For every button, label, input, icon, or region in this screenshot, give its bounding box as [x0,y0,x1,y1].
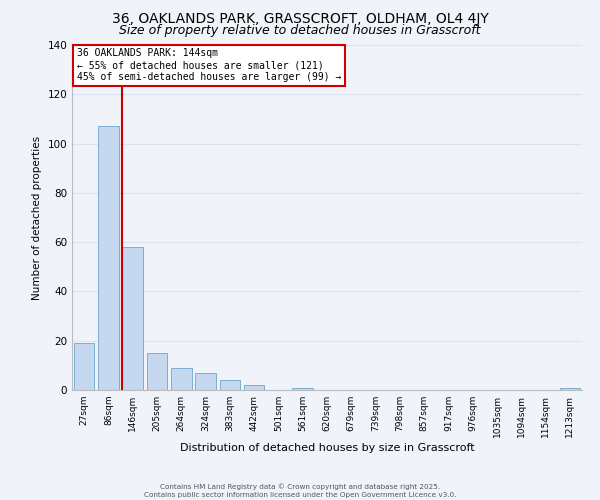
Text: Contains HM Land Registry data © Crown copyright and database right 2025.
Contai: Contains HM Land Registry data © Crown c… [144,484,456,498]
Y-axis label: Number of detached properties: Number of detached properties [32,136,42,300]
Bar [292,388,313,390]
X-axis label: Distribution of detached houses by size in Grasscroft: Distribution of detached houses by size … [179,442,475,452]
Text: 36 OAKLANDS PARK: 144sqm
← 55% of detached houses are smaller (121)
45% of semi-: 36 OAKLANDS PARK: 144sqm ← 55% of detach… [77,48,341,82]
Bar [146,353,167,390]
Bar [220,380,240,390]
Bar [195,373,216,390]
Text: 36, OAKLANDS PARK, GRASSCROFT, OLDHAM, OL4 4JY: 36, OAKLANDS PARK, GRASSCROFT, OLDHAM, O… [112,12,488,26]
Bar [74,343,94,390]
Bar [560,388,580,390]
Text: Size of property relative to detached houses in Grasscroft: Size of property relative to detached ho… [119,24,481,37]
Bar [122,247,143,390]
Bar [171,368,191,390]
Bar [98,126,119,390]
Bar [244,385,265,390]
